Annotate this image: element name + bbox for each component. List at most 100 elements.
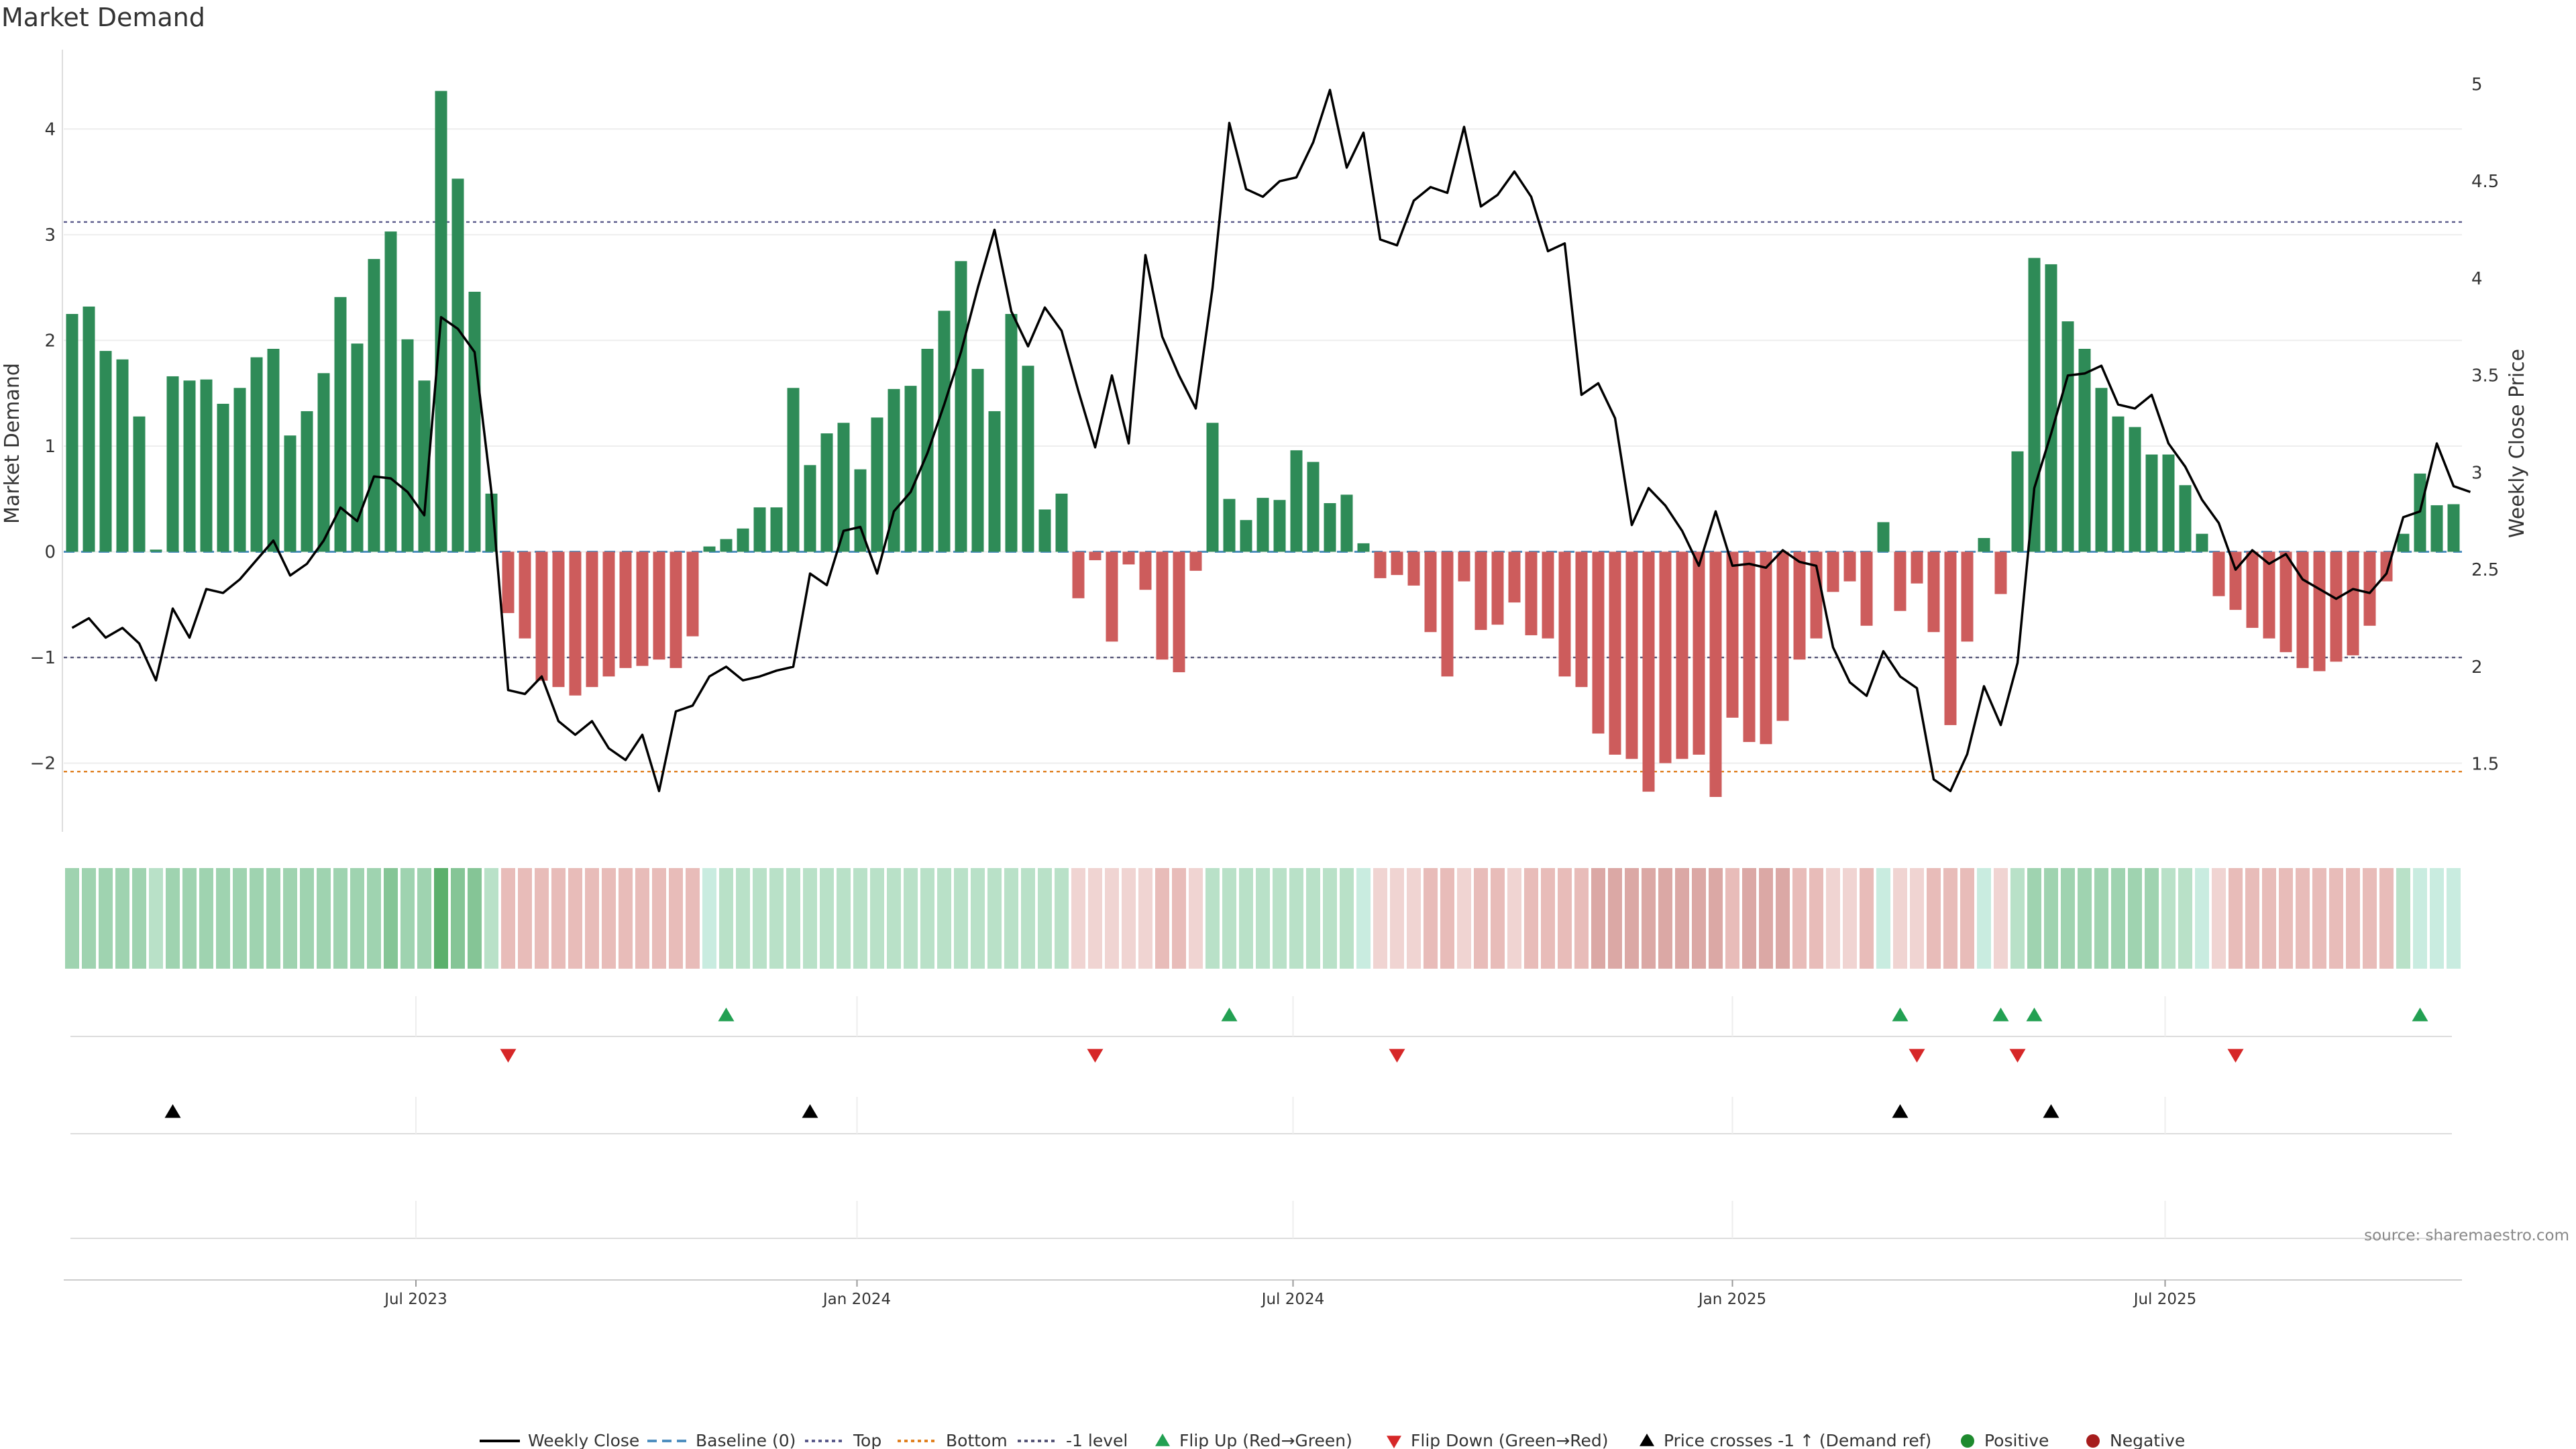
demand-bars [66, 91, 2460, 798]
demand-bar-6 [166, 376, 179, 552]
heat-cell-128 [2212, 868, 2226, 969]
price-line-group [71, 89, 2471, 792]
demand-bar-87 [1525, 551, 1538, 635]
demand-bar-112 [1944, 551, 1957, 725]
demand-bar-39 [720, 539, 733, 552]
reference-lines [64, 221, 2462, 773]
heat-cell-122 [2111, 868, 2125, 969]
heat-cell-45 [820, 868, 834, 969]
demand-bar-140 [2414, 473, 2426, 552]
heat-cell-106 [1843, 868, 1857, 969]
demand-bar-65 [1156, 551, 1169, 660]
demand-bar-19 [384, 231, 397, 552]
demand-bar-42 [770, 507, 783, 552]
demand-bar-72 [1273, 500, 1286, 552]
heat-cell-90 [1574, 868, 1589, 969]
heat-cell-38 [702, 868, 716, 969]
legend-label-9: Negative [2110, 1431, 2185, 1449]
demand-bar-126 [2179, 485, 2192, 552]
heat-cell-55 [987, 868, 1002, 969]
y-right-tick-label-1: 4.5 [2471, 172, 2499, 192]
y-left-tick-label-6: −2 [30, 754, 56, 774]
heat-cell-102 [1776, 868, 1790, 969]
demand-bar-69 [1223, 498, 1236, 552]
heat-cell-10 [233, 868, 247, 969]
demand-bar-13 [284, 435, 297, 552]
demand-bar-55 [988, 411, 1001, 552]
demand-bar-128 [2212, 551, 2225, 596]
demand-bar-76 [1340, 494, 1353, 552]
legend-swatch-6 [1387, 1436, 1401, 1448]
demand-bar-97 [1693, 551, 1705, 755]
demand-bar-53 [955, 261, 967, 552]
demand-bar-131 [2263, 551, 2275, 639]
y-left-tick-label-5: −1 [30, 648, 56, 668]
demand-bar-89 [1558, 551, 1571, 677]
legend-label-5: Flip Up (Red→Green) [1179, 1431, 1352, 1449]
demand-bar-43 [787, 388, 800, 552]
heat-cell-121 [2094, 868, 2108, 969]
heat-cell-127 [2195, 868, 2209, 969]
heat-cell-15 [317, 868, 331, 969]
heat-cell-133 [2296, 868, 2310, 969]
heat-cell-16 [333, 868, 347, 969]
heat-cell-110 [1910, 868, 1924, 969]
heat-cell-119 [2061, 868, 2075, 969]
legend-label-3: Bottom [946, 1431, 1008, 1449]
flip-down-marker-4 [2009, 1049, 2026, 1063]
flip-up-marker-0 [718, 1008, 735, 1022]
heat-cell-100 [1742, 868, 1756, 969]
flip-down-marker-3 [1909, 1049, 1925, 1063]
heat-cell-138 [2379, 868, 2394, 969]
legend-label-8: Positive [1984, 1431, 2049, 1449]
legend: Weekly Close Baseline (0) Top Bottom -1 leve… [480, 1431, 2185, 1449]
demand-bar-11 [250, 357, 263, 552]
heat-cell-120 [2078, 868, 2092, 969]
demand-bar-8 [200, 379, 213, 552]
demand-bar-64 [1139, 551, 1152, 590]
demand-bar-91 [1592, 551, 1605, 734]
heat-cell-73 [1289, 868, 1303, 969]
demand-bar-101 [1760, 551, 1772, 745]
x-tick-label-4: Jul 2025 [2133, 1291, 2197, 1308]
demand-bar-107 [1860, 551, 1873, 626]
demand-bar-118 [2045, 264, 2057, 552]
demand-bar-99 [1726, 551, 1739, 718]
heat-cell-82 [1440, 868, 1454, 969]
demand-bar-28 [535, 551, 548, 681]
demand-bar-63 [1122, 551, 1135, 565]
demand-bar-135 [2330, 551, 2343, 662]
heat-cell-67 [1189, 868, 1203, 969]
heat-cell-77 [1356, 868, 1371, 969]
chart-title: Market Demand [1, 3, 205, 32]
heat-cell-136 [2346, 868, 2360, 969]
demand-bar-77 [1357, 543, 1370, 552]
y-left-axis-label: Market Demand [1, 363, 24, 524]
heat-cell-26 [501, 868, 515, 969]
heat-cell-112 [1943, 868, 1957, 969]
demand-bar-86 [1508, 551, 1521, 603]
x-tick-label-2: Jul 2024 [1260, 1291, 1325, 1308]
heat-cell-9 [216, 868, 230, 969]
demand-bar-98 [1709, 551, 1722, 798]
heat-cell-89 [1558, 868, 1572, 969]
legend-swatch-8 [1961, 1434, 1974, 1448]
heat-cell-51 [920, 868, 934, 969]
heat-cell-54 [971, 868, 985, 969]
heat-cell-24 [468, 868, 482, 969]
heat-cell-41 [753, 868, 767, 969]
demand-bar-96 [1676, 551, 1688, 759]
demand-bar-34 [636, 551, 649, 666]
demand-bar-38 [703, 546, 716, 552]
heat-cell-36 [669, 868, 683, 969]
legend-label-6: Flip Down (Green→Red) [1411, 1431, 1609, 1449]
heat-cell-123 [2128, 868, 2142, 969]
demand-bar-120 [2078, 348, 2091, 552]
demand-bar-46 [837, 423, 850, 552]
heat-cell-69 [1222, 868, 1236, 969]
heat-cell-115 [1994, 868, 2008, 969]
heat-cell-79 [1390, 868, 1404, 969]
flip-down-marker-5 [2227, 1049, 2244, 1063]
demand-bar-57 [1022, 366, 1034, 552]
y-right-tick-label-6: 2 [2471, 657, 2483, 678]
